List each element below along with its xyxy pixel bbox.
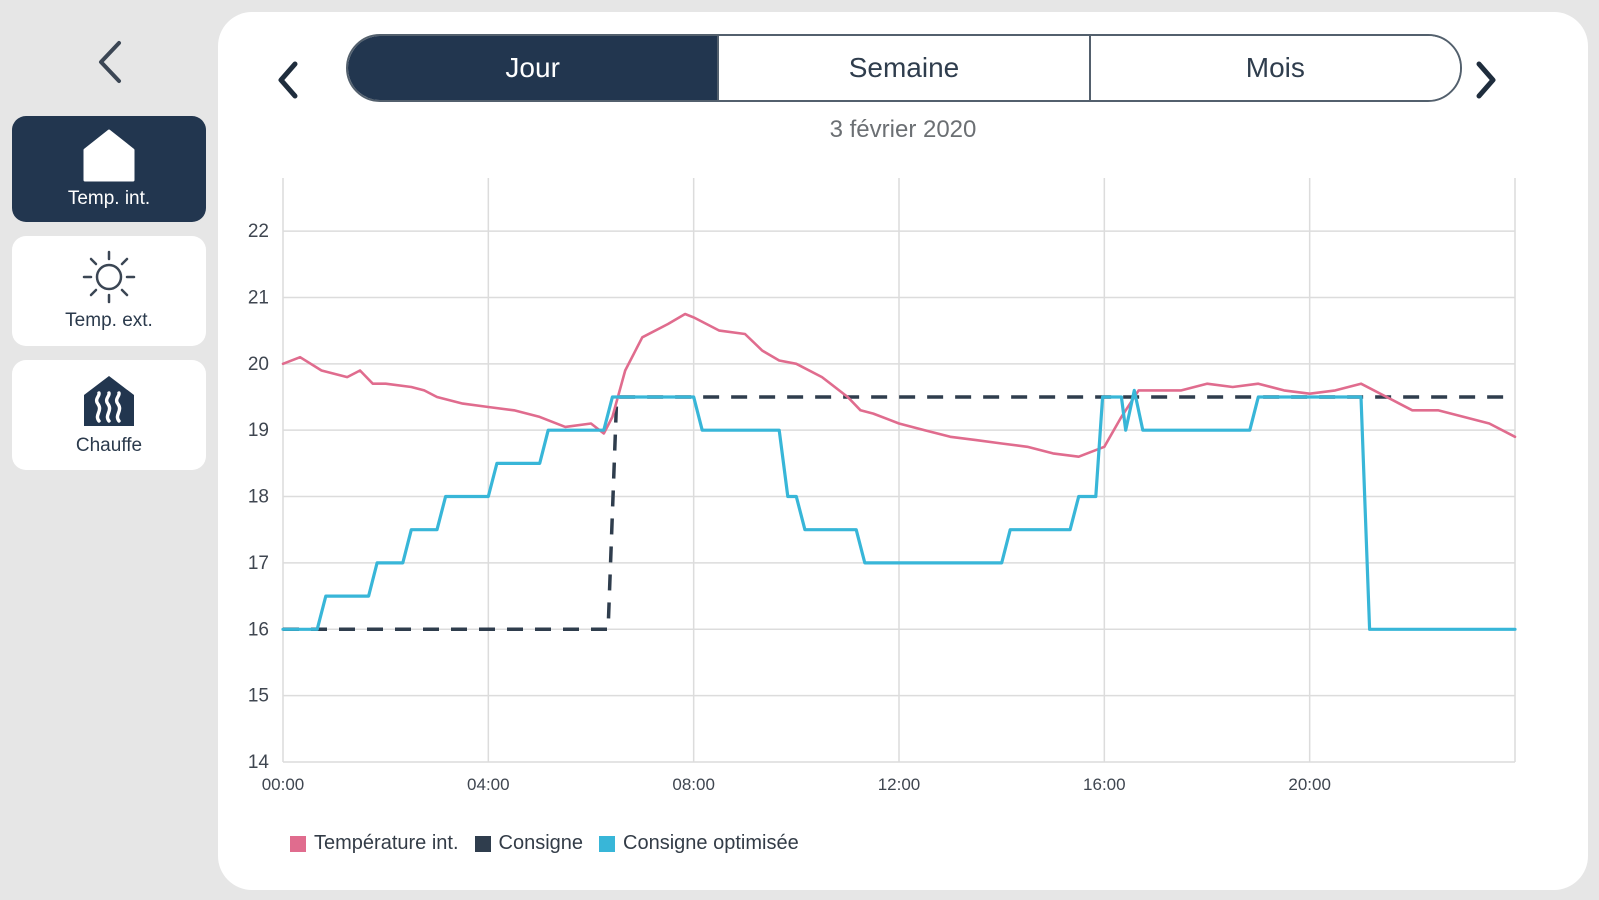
legend-label: Consigne optimisée: [623, 832, 799, 854]
legend-swatch: [474, 835, 491, 852]
sidebar-item-temp-int[interactable]: Temp. int.: [12, 116, 206, 222]
y-tick-label: 21: [248, 287, 269, 308]
tab-semaine[interactable]: Semaine: [717, 36, 1089, 100]
x-tick-label: 12:00: [878, 775, 921, 794]
x-tick-label: 04:00: [467, 775, 510, 794]
y-tick-label: 18: [248, 487, 269, 508]
back-button[interactable]: [88, 34, 132, 90]
y-tick-label: 20: [248, 354, 269, 375]
x-tick-label: 20:00: [1288, 775, 1331, 794]
sidebar-item-temp-ext[interactable]: Temp. ext.: [12, 236, 206, 346]
series-line-consigne-optimisee: [281, 388, 1517, 631]
heating-icon: [84, 376, 134, 426]
y-tick-label: 17: [248, 553, 269, 574]
chevron-left-icon: [99, 41, 121, 83]
y-axis-ticks: 22 21 20 19 18 17 16 15 14: [248, 221, 270, 773]
y-tick-label: 19: [248, 420, 269, 441]
y-tick-label: 14: [248, 752, 270, 773]
period-date: 3 février 2020: [829, 116, 977, 143]
chevron-left-icon: [278, 61, 298, 99]
chart-legend: Température int. Consigne Consigne optim…: [290, 832, 799, 855]
sidebar-item-chauffe[interactable]: Chauffe: [12, 360, 206, 470]
temperature-chart: 22 21 20 19 18 17 16 15 14 00:00 04:00 08:00 12:00 1…: [248, 178, 1517, 794]
house-icon: [83, 129, 135, 182]
grid-vertical: [282, 178, 1516, 762]
legend-label: Température int.: [314, 832, 459, 854]
y-tick-label: 22: [248, 221, 269, 242]
next-period-button[interactable]: [1466, 54, 1506, 106]
previous-period-button[interactable]: [268, 54, 308, 106]
sun-icon: [82, 250, 136, 304]
legend-swatch: [290, 835, 306, 852]
sidebar-item-label: Chauffe: [75, 435, 143, 456]
x-tick-label: 16:00: [1083, 775, 1126, 794]
sidebar-item-label: Temp. int.: [67, 188, 151, 209]
chart-card: Jour Semaine Mois 3 février 2020 22 21 20 1…: [218, 12, 1588, 890]
period-selector: Jour Semaine Mois: [346, 34, 1462, 102]
grid-horizontal: [283, 230, 1515, 763]
tab-jour[interactable]: Jour: [348, 36, 718, 100]
tab-mois[interactable]: Mois: [1088, 36, 1460, 100]
legend-item-consigne: Consigne: [474, 832, 584, 855]
y-tick-label: 16: [248, 619, 269, 640]
y-tick-label: 15: [248, 686, 269, 707]
series-layer: [281, 312, 1517, 632]
legend-item-temperature: Température int.: [290, 832, 459, 855]
chevron-right-icon: [1476, 61, 1496, 99]
x-axis-ticks: 00:00 04:00 08:00 12:00 16:00 20:00: [262, 775, 1331, 794]
legend-label: Consigne: [498, 832, 584, 854]
series-line-temperature-int: [281, 312, 1517, 459]
legend-item-consigne-optimisee: Consigne optimisée: [599, 832, 799, 855]
sidebar-item-label: Temp. ext.: [65, 310, 153, 331]
x-tick-label: 00:00: [262, 775, 305, 794]
legend-swatch: [599, 835, 616, 852]
x-tick-label: 08:00: [672, 775, 715, 794]
